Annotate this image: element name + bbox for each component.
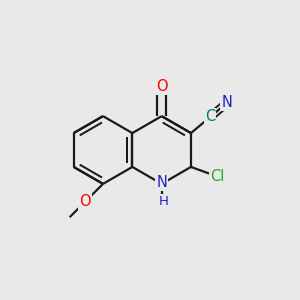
Text: Cl: Cl <box>210 169 224 184</box>
Text: C: C <box>205 110 215 124</box>
Text: N: N <box>222 95 232 110</box>
Text: H: H <box>159 195 169 208</box>
Text: O: O <box>156 79 167 94</box>
Text: O: O <box>80 194 91 209</box>
Text: N: N <box>156 175 167 190</box>
